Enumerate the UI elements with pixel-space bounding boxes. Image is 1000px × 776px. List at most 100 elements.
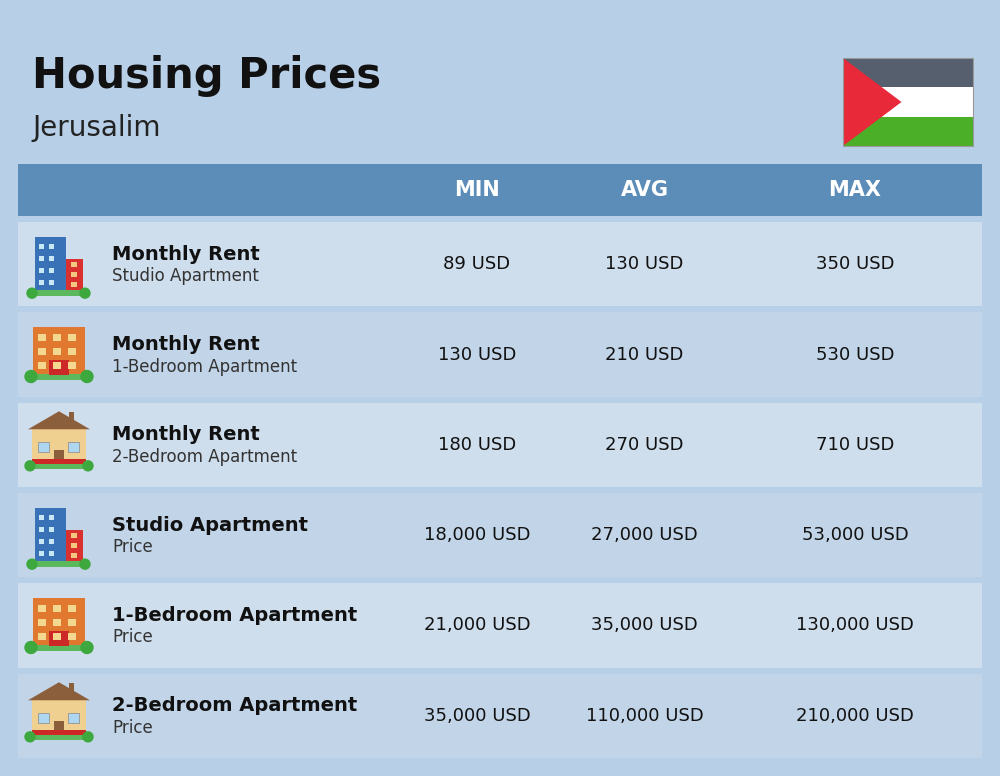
FancyBboxPatch shape — [18, 222, 982, 307]
FancyBboxPatch shape — [54, 450, 64, 464]
Text: 89 USD: 89 USD — [443, 255, 511, 273]
Polygon shape — [843, 58, 902, 146]
FancyBboxPatch shape — [49, 527, 54, 532]
Text: Studio Apartment: Studio Apartment — [112, 267, 259, 285]
FancyBboxPatch shape — [32, 429, 86, 464]
FancyBboxPatch shape — [68, 334, 76, 341]
Circle shape — [27, 288, 37, 298]
Text: 710 USD: 710 USD — [816, 436, 894, 454]
FancyBboxPatch shape — [38, 618, 46, 625]
FancyBboxPatch shape — [843, 116, 973, 146]
Text: 350 USD: 350 USD — [816, 255, 894, 273]
Text: Monthly Rent: Monthly Rent — [112, 425, 260, 445]
Circle shape — [81, 642, 93, 653]
FancyBboxPatch shape — [18, 493, 982, 577]
FancyBboxPatch shape — [29, 645, 89, 650]
FancyBboxPatch shape — [33, 598, 85, 646]
FancyBboxPatch shape — [29, 373, 89, 379]
FancyBboxPatch shape — [69, 684, 74, 695]
Circle shape — [25, 370, 37, 383]
FancyBboxPatch shape — [71, 533, 77, 538]
Text: 270 USD: 270 USD — [605, 436, 684, 454]
FancyBboxPatch shape — [68, 362, 76, 369]
FancyBboxPatch shape — [32, 700, 86, 735]
Text: MAX: MAX — [828, 180, 882, 200]
FancyBboxPatch shape — [49, 630, 69, 646]
FancyBboxPatch shape — [53, 632, 61, 639]
Text: Price: Price — [112, 629, 153, 646]
FancyBboxPatch shape — [31, 290, 87, 296]
FancyBboxPatch shape — [49, 244, 54, 249]
Text: Housing Prices: Housing Prices — [32, 55, 381, 97]
FancyBboxPatch shape — [49, 515, 54, 520]
FancyBboxPatch shape — [39, 280, 44, 285]
Text: 180 USD: 180 USD — [438, 436, 516, 454]
Text: 21,000 USD: 21,000 USD — [424, 616, 530, 635]
FancyBboxPatch shape — [35, 508, 66, 562]
FancyBboxPatch shape — [18, 164, 982, 216]
Text: Price: Price — [112, 539, 153, 556]
FancyBboxPatch shape — [49, 280, 54, 285]
FancyBboxPatch shape — [66, 258, 83, 291]
FancyBboxPatch shape — [38, 713, 49, 723]
Circle shape — [25, 732, 35, 742]
FancyBboxPatch shape — [53, 334, 61, 341]
FancyBboxPatch shape — [68, 605, 76, 611]
FancyBboxPatch shape — [53, 618, 61, 625]
FancyBboxPatch shape — [71, 542, 77, 548]
Text: MIN: MIN — [454, 180, 500, 200]
FancyBboxPatch shape — [71, 282, 77, 287]
FancyBboxPatch shape — [843, 88, 973, 116]
FancyBboxPatch shape — [49, 268, 54, 273]
FancyBboxPatch shape — [38, 348, 46, 355]
FancyBboxPatch shape — [38, 605, 46, 611]
FancyBboxPatch shape — [18, 584, 982, 667]
FancyBboxPatch shape — [49, 551, 54, 556]
Text: 130 USD: 130 USD — [438, 345, 516, 363]
Text: 530 USD: 530 USD — [816, 345, 894, 363]
Polygon shape — [28, 411, 90, 429]
Text: Price: Price — [112, 719, 153, 737]
FancyBboxPatch shape — [39, 268, 44, 273]
FancyBboxPatch shape — [18, 312, 982, 397]
FancyBboxPatch shape — [49, 359, 69, 375]
Text: 130 USD: 130 USD — [605, 255, 684, 273]
FancyBboxPatch shape — [39, 256, 44, 262]
FancyBboxPatch shape — [49, 256, 54, 262]
FancyBboxPatch shape — [38, 362, 46, 369]
FancyBboxPatch shape — [68, 348, 76, 355]
FancyBboxPatch shape — [54, 721, 64, 735]
Text: Studio Apartment: Studio Apartment — [112, 516, 308, 535]
Text: 130,000 USD: 130,000 USD — [796, 616, 914, 635]
Circle shape — [27, 559, 37, 569]
Text: Jerusalim: Jerusalim — [32, 114, 160, 142]
FancyBboxPatch shape — [53, 348, 61, 355]
Text: 27,000 USD: 27,000 USD — [591, 526, 698, 544]
FancyBboxPatch shape — [49, 539, 54, 544]
FancyBboxPatch shape — [71, 553, 77, 558]
Circle shape — [25, 461, 35, 471]
FancyBboxPatch shape — [53, 362, 61, 369]
Circle shape — [83, 461, 93, 471]
FancyBboxPatch shape — [32, 730, 86, 735]
Text: 1-Bedroom Apartment: 1-Bedroom Apartment — [112, 358, 297, 376]
Text: Monthly Rent: Monthly Rent — [112, 244, 260, 264]
Text: Monthly Rent: Monthly Rent — [112, 335, 260, 354]
FancyBboxPatch shape — [39, 515, 44, 520]
FancyBboxPatch shape — [33, 327, 85, 375]
FancyBboxPatch shape — [18, 403, 982, 487]
Text: 2-Bedroom Apartment: 2-Bedroom Apartment — [112, 696, 357, 715]
Text: 2-Bedroom Apartment: 2-Bedroom Apartment — [112, 448, 297, 466]
FancyBboxPatch shape — [18, 674, 982, 758]
FancyBboxPatch shape — [38, 334, 46, 341]
Text: 35,000 USD: 35,000 USD — [591, 616, 698, 635]
FancyBboxPatch shape — [32, 459, 86, 464]
Text: 53,000 USD: 53,000 USD — [802, 526, 908, 544]
FancyBboxPatch shape — [39, 244, 44, 249]
Circle shape — [81, 370, 93, 383]
FancyBboxPatch shape — [66, 530, 83, 562]
FancyBboxPatch shape — [35, 237, 66, 291]
FancyBboxPatch shape — [38, 632, 46, 639]
Polygon shape — [28, 682, 90, 700]
FancyBboxPatch shape — [39, 527, 44, 532]
